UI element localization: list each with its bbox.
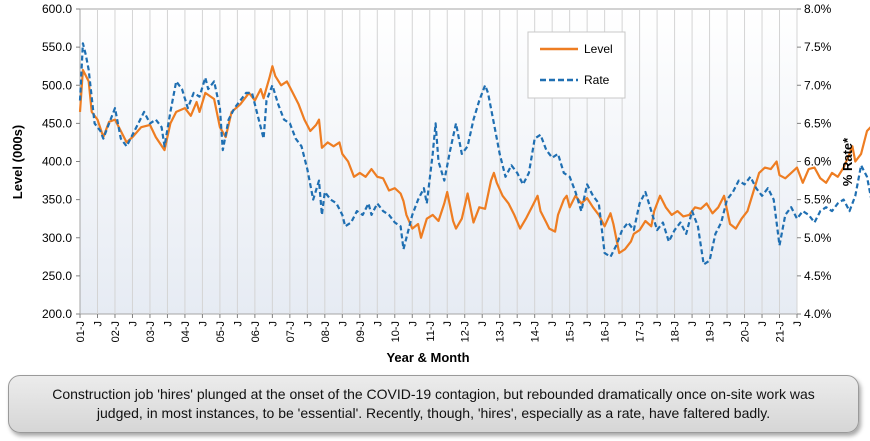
series-line-level <box>78 65 870 255</box>
left-axis-ticks: 200.0 250.0 300.0 350.0 400.0 450.0 500.0 550.0… <box>42 2 80 321</box>
x-axis-title: Year & Month <box>386 350 469 365</box>
x-tick-label: J <box>267 321 279 327</box>
legend: Level Rate <box>527 31 626 99</box>
x-tick-label: 11-J <box>425 321 437 342</box>
x-tick-label: J <box>582 321 594 327</box>
x-tick-label: 07-J <box>285 321 297 342</box>
x-tick-label: 21-J <box>775 321 787 342</box>
plot-area <box>79 8 798 315</box>
x-tick-label: 13-J <box>495 321 507 342</box>
right-axis-ticks: 4.0% 4.5% 5.0% 5.5% 6.0% 6.5% 7.0% 7.5% 8.0% <box>797 2 832 321</box>
x-tick-label: J <box>127 321 139 327</box>
right-tick-label: 4.0% <box>804 307 832 321</box>
legend-rate-label: Rate <box>584 73 610 87</box>
x-tick-label: J <box>372 321 384 327</box>
left-tick-label: 450.0 <box>42 116 72 130</box>
left-tick-label: 550.0 <box>42 40 72 54</box>
x-tick-label: J <box>442 321 454 327</box>
left-tick-label: 400.0 <box>42 155 72 169</box>
x-tick-label: 03-J <box>145 321 157 342</box>
x-tick-label: 06-J <box>250 321 262 342</box>
left-tick-label: 300.0 <box>42 231 72 245</box>
x-tick-label: 10-J <box>390 321 402 342</box>
x-tick-label: 19-J <box>705 321 717 342</box>
right-tick-label: 6.0% <box>804 155 832 169</box>
x-tick-label: 15-J <box>565 321 577 342</box>
x-tick-label: J <box>652 321 664 327</box>
right-tick-label: 8.0% <box>804 2 832 16</box>
x-tick-label: 02-J <box>110 321 122 342</box>
x-tick-label: 05-J <box>215 321 227 342</box>
right-tick-label: 5.5% <box>804 193 832 207</box>
x-tick-label: 01-J <box>75 321 87 342</box>
x-tick-label: 14-J <box>530 321 542 342</box>
x-tick-label: J <box>92 321 104 327</box>
y-axis-left-title: Level (000s) <box>10 125 25 199</box>
x-tick-label: J <box>722 321 734 327</box>
x-tick-label: J <box>617 321 629 327</box>
x-tick-label: 09-J <box>355 321 367 342</box>
right-tick-label: 7.0% <box>804 78 832 92</box>
chart: 200.0 250.0 300.0 350.0 400.0 450.0 500.0 550.0… <box>10 2 870 365</box>
x-tick-label: J <box>547 321 559 327</box>
x-tick-label: J <box>757 321 769 327</box>
x-tick-label: J <box>687 321 699 327</box>
x-axis-ticks: 01-J J 02-J J 03-J J 04-J J 05-J J 06-J J 07-J J 08-J J… <box>75 314 804 342</box>
right-tick-label: 7.5% <box>804 40 832 54</box>
series-line-rate <box>78 42 870 266</box>
left-tick-label: 350.0 <box>42 193 72 207</box>
x-tick-label: 16-J <box>600 321 612 342</box>
left-tick-label: 200.0 <box>42 307 72 321</box>
x-tick-label: 04-J <box>180 321 192 342</box>
left-tick-label: 600.0 <box>42 2 72 16</box>
right-tick-label: 6.5% <box>804 116 832 130</box>
x-tick-label: 20-J <box>740 321 752 342</box>
x-tick-label: J <box>302 321 314 327</box>
x-tick-label: J <box>407 321 419 327</box>
left-tick-label: 250.0 <box>42 269 72 283</box>
legend-box <box>527 31 626 99</box>
legend-level-label: Level <box>584 42 613 56</box>
x-tick-label: J <box>512 321 524 327</box>
x-tick-label: J <box>232 321 244 327</box>
x-tick-label: 12-J <box>460 321 472 342</box>
series-layer <box>78 42 870 266</box>
x-tick-label: 18-J <box>670 321 682 342</box>
x-tick-label: J <box>162 321 174 327</box>
x-gridlines <box>96 9 798 314</box>
right-tick-label: 4.5% <box>804 269 832 283</box>
x-tick-label: J <box>337 321 349 327</box>
right-tick-label: 5.0% <box>804 231 832 245</box>
x-tick-label: J <box>477 321 489 327</box>
x-tick-label: J <box>197 321 209 327</box>
x-tick-label: 17-J <box>635 321 647 342</box>
caption-box: Construction job 'hires' plunged at the … <box>8 375 859 433</box>
left-tick-label: 500.0 <box>42 78 72 92</box>
x-tick-label: 08-J <box>320 321 332 342</box>
x-tick-label: J <box>792 321 804 327</box>
y-axis-right-title: % Rate* <box>840 137 855 186</box>
caption-text: Construction job 'hires' plunged at the … <box>52 386 815 421</box>
